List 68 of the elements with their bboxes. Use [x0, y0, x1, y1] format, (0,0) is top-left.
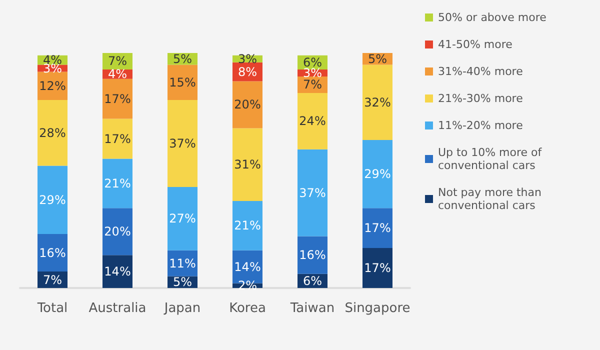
- legend-label: 11%-20% more: [438, 119, 524, 132]
- data-label: 7%: [108, 54, 128, 68]
- bar: [298, 236, 328, 274]
- bar: [168, 186, 198, 250]
- data-label: 17%: [364, 261, 391, 276]
- data-label: 21%: [234, 218, 261, 233]
- legend-label: 31%-40% more: [438, 65, 524, 78]
- data-label: 17%: [364, 221, 391, 236]
- x-tick-label: Singapore: [344, 301, 410, 316]
- bar: [102, 118, 132, 159]
- data-label: 5%: [172, 52, 192, 66]
- legend-label: 50% or above more: [438, 11, 547, 24]
- data-label: 21%: [104, 176, 131, 190]
- bar: [168, 64, 198, 100]
- bar: [298, 149, 328, 236]
- data-label: 3%: [238, 52, 258, 66]
- bar: [232, 128, 262, 202]
- bar: [362, 140, 392, 208]
- data-label: 14%: [104, 264, 131, 279]
- bar: [38, 100, 68, 166]
- bar: [362, 64, 392, 140]
- bar: [102, 255, 132, 288]
- data-label: 5%: [172, 275, 192, 290]
- data-label: 5%: [368, 52, 388, 66]
- legend-label: 41-50% more: [438, 38, 513, 51]
- x-tick-label: Korea: [229, 301, 266, 316]
- data-label: 16%: [299, 248, 326, 262]
- bar: [232, 81, 262, 128]
- data-label: 29%: [364, 167, 391, 182]
- data-label: 37%: [299, 186, 326, 200]
- data-label: 27%: [169, 212, 196, 226]
- data-label: 20%: [234, 98, 261, 112]
- bar: [102, 158, 132, 208]
- x-tick-label: Taiwan: [289, 301, 335, 316]
- data-label: 4%: [108, 67, 128, 82]
- bar: [168, 100, 198, 187]
- data-label: 32%: [364, 95, 391, 110]
- bar: [102, 208, 132, 256]
- data-label: 12%: [39, 78, 66, 93]
- legend-label: 21%-30% more: [438, 92, 524, 105]
- legend-label: Up to 10% more of conventional cars: [438, 146, 546, 172]
- data-label: 7%: [302, 78, 322, 92]
- x-tick-label: Australia: [88, 301, 146, 316]
- x-tick-label: Total: [36, 301, 68, 316]
- data-label: 17%: [104, 92, 131, 106]
- x-tick-label: Japan: [163, 301, 201, 316]
- data-label: 11%: [169, 256, 196, 270]
- data-label: 31%: [234, 158, 261, 172]
- data-label: 29%: [39, 192, 66, 207]
- bar: [38, 166, 68, 234]
- data-label: 24%: [299, 114, 326, 128]
- data-label: 7%: [42, 272, 62, 287]
- data-label: 16%: [39, 246, 66, 260]
- legend-label: Not pay more than conventional cars: [438, 186, 545, 212]
- bar: [298, 92, 328, 150]
- data-label: 6%: [302, 274, 322, 288]
- bar: [102, 78, 132, 119]
- data-label: 20%: [104, 224, 131, 239]
- data-label: 15%: [169, 75, 196, 90]
- data-label: 17%: [104, 132, 131, 146]
- bar: [362, 208, 392, 248]
- bar: [362, 248, 392, 288]
- data-label: 37%: [169, 136, 196, 150]
- bar: [38, 234, 68, 272]
- data-label: 28%: [39, 126, 66, 140]
- data-label: 8%: [238, 64, 258, 79]
- data-label: 14%: [234, 260, 261, 274]
- bar: [232, 201, 262, 250]
